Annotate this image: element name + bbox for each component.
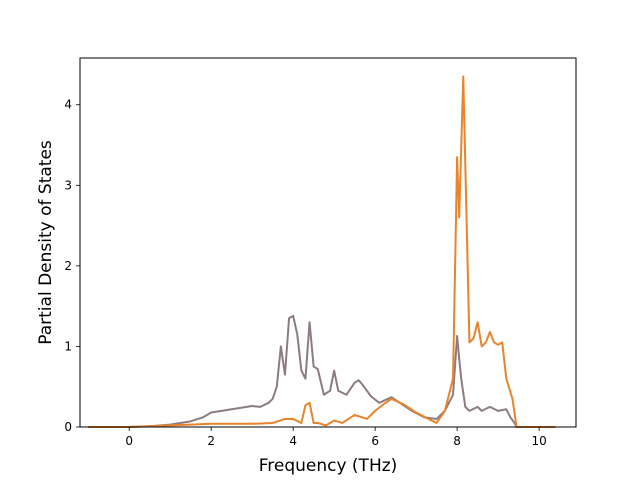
x-axis-label: Frequency (THz) [259,456,398,476]
y-tick-label: 4 [64,98,72,112]
x-tick-label: 8 [453,434,461,448]
y-axis-label: Partial Density of States [36,140,56,345]
y-tick-label: 2 [64,259,72,273]
y-tick-label: 3 [64,178,72,192]
x-tick-label: 10 [531,434,546,448]
axes-frame [79,57,577,428]
x-tick-label: 4 [289,434,297,448]
y-axis-ticks: 0 1 2 3 4 [64,98,80,434]
y-tick-label: 0 [64,420,72,434]
x-axis-ticks: 0 2 4 6 8 10 [125,427,547,448]
series-line-2 [88,75,556,428]
series-line-1 [88,314,556,428]
y-tick-label: 1 [64,339,72,353]
x-tick-label: 6 [371,434,379,448]
x-tick-label: 2 [207,434,215,448]
plot-area [88,75,556,428]
x-tick-label: 0 [125,434,133,448]
